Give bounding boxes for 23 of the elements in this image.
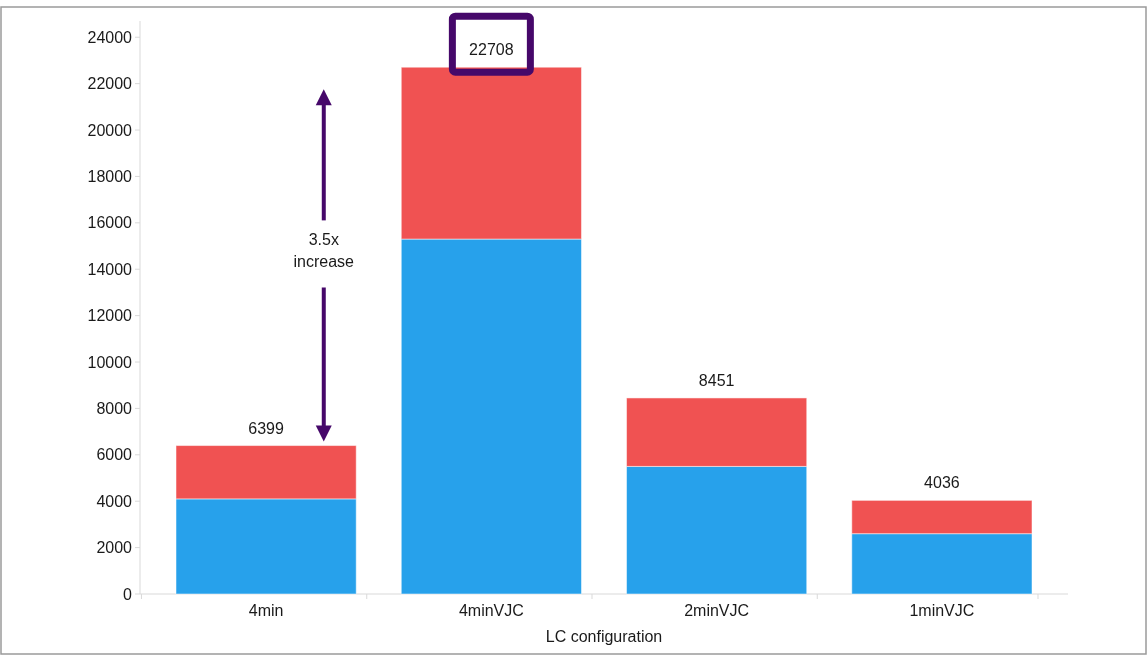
y-tick-label: 16000 [87, 214, 133, 232]
y-tick-label: 4000 [96, 492, 133, 510]
y-tick-label: 12000 [87, 307, 133, 325]
x-axis-title: LC configuration [545, 628, 663, 645]
total-label: 4036 [924, 474, 960, 492]
y-tick-label: 22000 [87, 75, 133, 93]
annotation: 3.5x increase [293, 231, 355, 271]
x-tick-label: 4min [248, 602, 284, 619]
x-tick-label: 2minVJC [684, 602, 750, 619]
x-tick-label: 4minVJC [458, 602, 524, 619]
y-tick-label: 10000 [87, 353, 133, 371]
y-tick-label: 8000 [96, 400, 133, 418]
y-tick-label: 6000 [96, 446, 133, 464]
y-tick-label: 24000 [87, 28, 133, 46]
total-label: 6399 [248, 419, 284, 437]
y-tick-label: 2000 [96, 539, 133, 557]
total-label: 8451 [698, 371, 735, 389]
y-tick-label: 18000 [87, 168, 133, 186]
y-tick-label: 14000 [87, 260, 133, 278]
x-tick-label: 1minVJC [909, 602, 975, 619]
y-tick-label: 0 [123, 585, 133, 603]
y-tick-label: 20000 [87, 121, 133, 139]
total-label: 22708 [469, 41, 514, 59]
